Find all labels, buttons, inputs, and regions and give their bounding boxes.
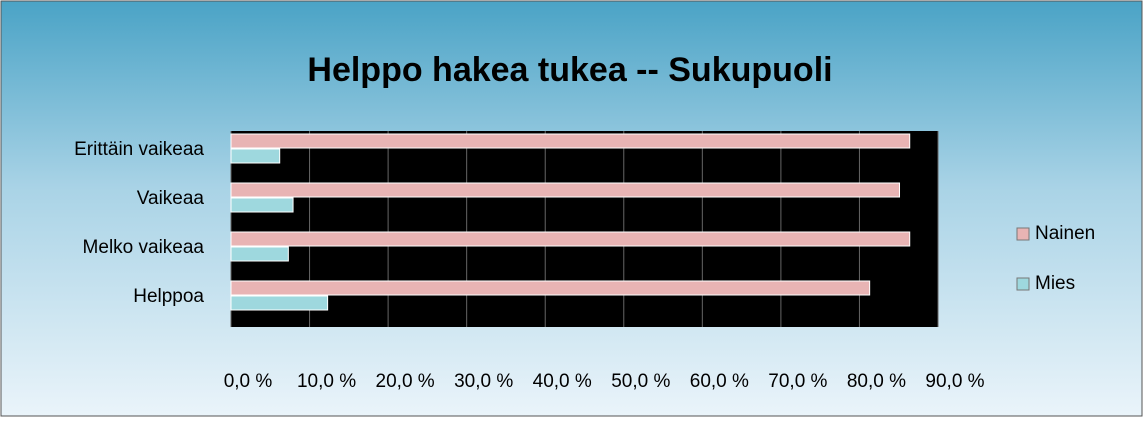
y-tick-label: Helppoa xyxy=(133,286,204,307)
y-tick-label: Erittäin vaikeaa xyxy=(74,139,204,160)
x-tick-label: 60,0 % xyxy=(690,371,749,392)
bar xyxy=(230,295,329,311)
x-tick-label: 10,0 % xyxy=(297,371,356,392)
legend-swatch xyxy=(1016,227,1030,241)
bar xyxy=(230,148,281,164)
legend-label: Nainen xyxy=(1035,223,1095,244)
bar xyxy=(230,231,911,247)
x-tick-label: 40,0 % xyxy=(533,371,592,392)
x-tick-label: 20,0 % xyxy=(376,371,435,392)
bar xyxy=(230,197,294,213)
bar xyxy=(230,182,901,198)
y-tick-label: Vaikeaa xyxy=(137,188,205,209)
x-tick-label: 30,0 % xyxy=(454,371,513,392)
legend-swatch xyxy=(1016,277,1030,291)
bar xyxy=(230,246,289,262)
y-tick-label: Melko vaikeaa xyxy=(83,237,205,258)
x-tick-label: 90,0 % xyxy=(925,371,984,392)
bar xyxy=(230,280,871,296)
x-tick-label: 80,0 % xyxy=(847,371,906,392)
chart-title: Helppo hakea tukea -- Sukupuoli xyxy=(307,51,832,89)
x-tick-label: 50,0 % xyxy=(611,371,670,392)
x-tick-label: 70,0 % xyxy=(768,371,827,392)
plot-area xyxy=(231,131,938,327)
x-tick-label: 0,0 % xyxy=(224,371,273,392)
bar xyxy=(230,133,911,149)
legend-label: Mies xyxy=(1035,273,1075,294)
